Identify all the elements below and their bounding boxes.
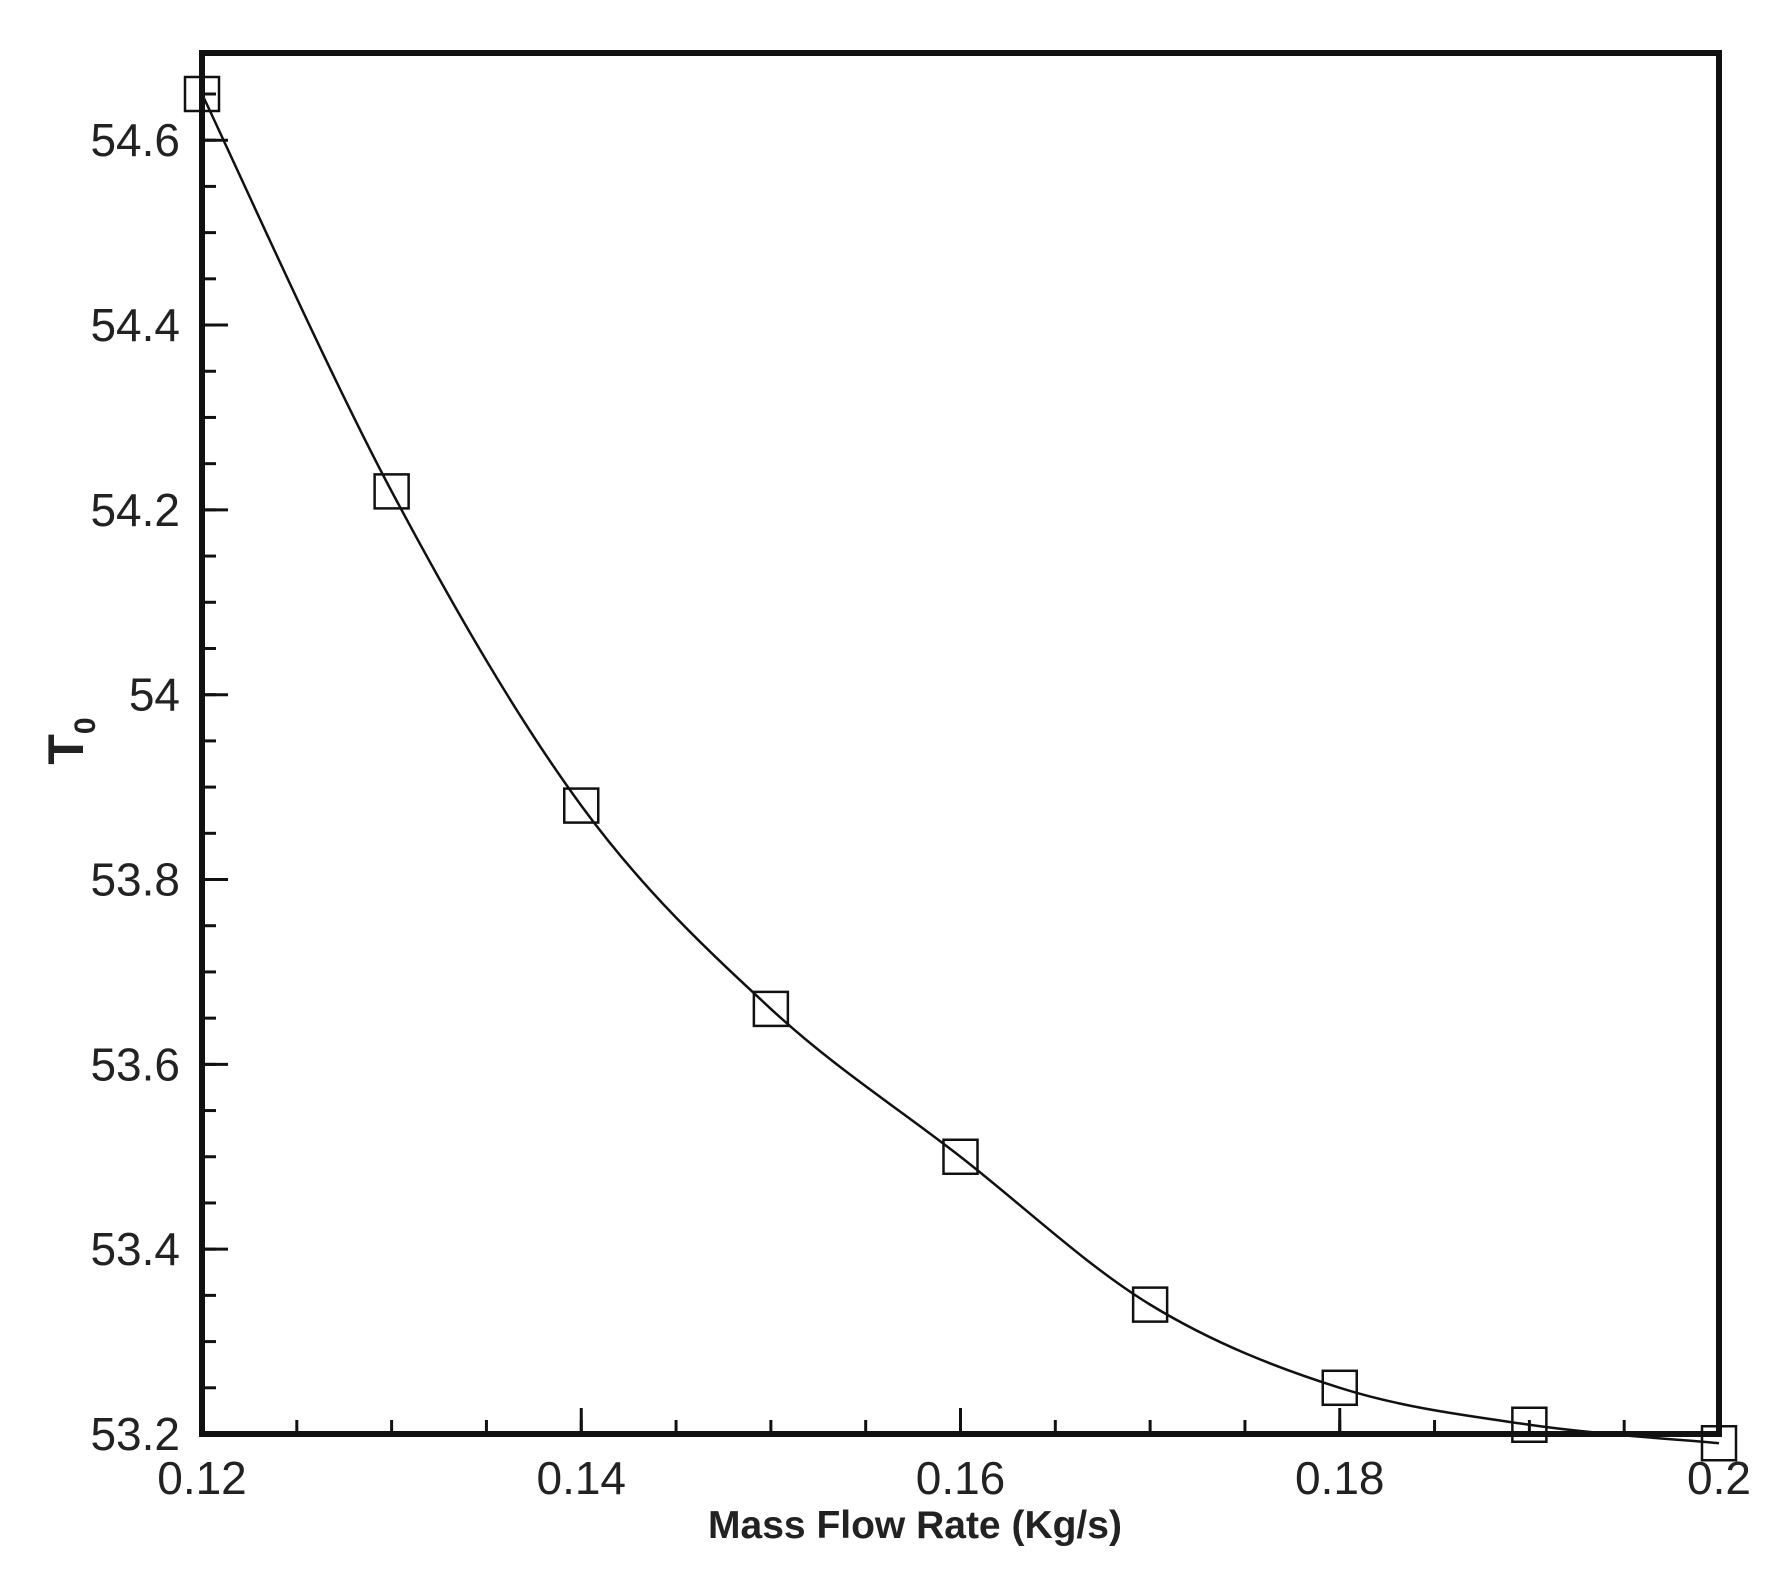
y-tick-label: 54.2	[90, 484, 180, 536]
markers-layer	[183, 75, 1738, 1462]
y-tick-label: 53.4	[90, 1223, 180, 1275]
data-point	[1511, 1406, 1548, 1444]
y-axis-title-main: T	[38, 734, 94, 765]
data-point	[563, 787, 600, 824]
svg-text:T0: T0	[38, 717, 102, 764]
data-point	[942, 1138, 979, 1176]
x-axis-title: Mass Flow Rate (Kg/s)	[708, 1504, 1122, 1547]
data-point	[373, 473, 410, 510]
y-tick-label: 53.8	[90, 854, 180, 906]
y-tick-label: 53.6	[90, 1038, 180, 1090]
x-tick-label: 0.12	[157, 1452, 247, 1504]
y-axis-title-subscript: 0	[69, 717, 102, 734]
data-point	[1131, 1286, 1169, 1323]
y-tick-label: 54.4	[90, 299, 180, 351]
minor-ticks	[200, 92, 1721, 1436]
x-tick-labels: 0.12 0.14 0.16 0.18 0.2	[157, 1452, 1751, 1504]
x-tick-label: 0.14	[536, 1452, 626, 1504]
x-tick-label: 0.16	[916, 1452, 1006, 1504]
y-tick-label: 53.2	[90, 1408, 180, 1460]
plot-frame	[199, 50, 1722, 1437]
data-point	[1321, 1369, 1358, 1407]
series-line	[200, 93, 1720, 1445]
series-layer	[200, 93, 1720, 1445]
y-axis-title: T0	[38, 717, 102, 764]
y-tick-label: 54	[129, 669, 180, 721]
y-tick-labels: 53.2 53.4 53.6 53.8 54 54.2 54.4 54.6	[90, 114, 180, 1460]
x-tick-label: 0.18	[1295, 1452, 1385, 1504]
data-point	[752, 990, 790, 1028]
major-ticks	[200, 138, 1721, 1436]
y-tick-label: 54.6	[90, 114, 180, 166]
x-tick-label: 0.2	[1687, 1452, 1751, 1504]
